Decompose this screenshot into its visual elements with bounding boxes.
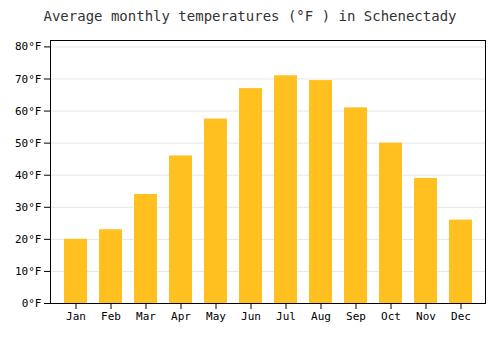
html-text:Average monthly temperatures (: Average monthly temperatures (°F ) in Sc… — [43, 8, 457, 24]
svg-text:Dec: Dec — [451, 310, 471, 323]
svg-text:Mar: Mar — [136, 310, 156, 323]
svg-text:0°F: 0°F — [22, 297, 42, 310]
svg-text:70°F: 70°F — [15, 73, 42, 86]
svg-text:Nov: Nov — [416, 310, 436, 323]
svg-text:30°F: 30°F — [15, 201, 42, 214]
svg-text:Apr: Apr — [171, 310, 191, 323]
svg-text:Jul: Jul — [276, 310, 296, 323]
svg-text:Jun: Jun — [241, 310, 261, 323]
svg-text:40°F: 40°F — [15, 169, 42, 182]
svg-text:Sep: Sep — [346, 310, 366, 323]
svg-text:10°F: 10°F — [15, 265, 42, 278]
svg-text:Aug: Aug — [311, 310, 331, 323]
svg-text:80°F: 80°F — [15, 40, 42, 53]
svg-text:Feb: Feb — [101, 310, 121, 323]
svg-text:50°F: 50°F — [15, 137, 42, 150]
svg-text:60°F: 60°F — [15, 105, 42, 118]
svg-text:20°F: 20°F — [15, 233, 42, 246]
svg-text:Oct: Oct — [381, 310, 401, 323]
svg-text:Jan: Jan — [66, 310, 86, 323]
svg-text:May: May — [206, 310, 226, 323]
